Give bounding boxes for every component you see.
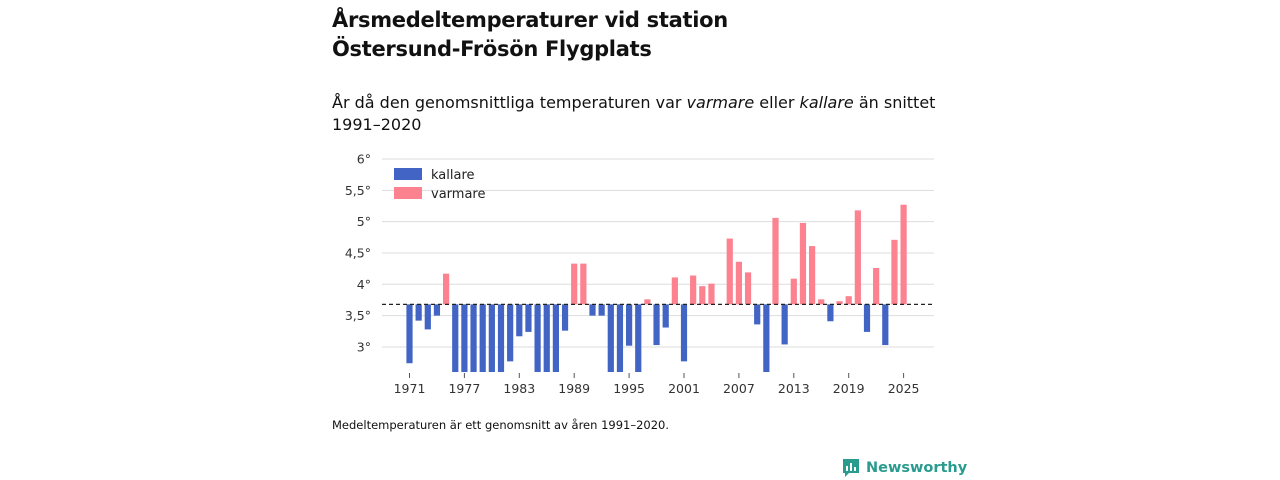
bar-1989 — [571, 263, 578, 305]
footnote: Medeltemperaturen är ett genomsnitt av å… — [332, 418, 670, 432]
newsworthy-logo-icon — [843, 459, 859, 477]
bar-2017 — [827, 304, 834, 322]
bar-2022 — [873, 268, 880, 305]
bars — [406, 204, 907, 372]
y-tick-label: 6° — [357, 152, 371, 167]
bar-1984 — [525, 304, 532, 332]
bar-2020 — [854, 210, 861, 305]
bar-2007 — [735, 261, 742, 305]
bar-1982 — [507, 304, 514, 362]
y-axis: 3° 3,5° 4° 4,5° 5° 5,5° 6° — [345, 152, 371, 355]
bar-2019 — [845, 296, 852, 305]
subtitle-text-3: än snittet 1991–2020 — [332, 93, 936, 134]
legend-label-kallare: kallare — [431, 168, 475, 183]
brand-name: Newsworthy — [866, 460, 968, 476]
y-tick-label: 5,5° — [345, 183, 371, 198]
y-tick-label: 5° — [357, 214, 371, 229]
bar-2003 — [699, 286, 706, 305]
legend-label-varmare: varmare — [431, 187, 485, 202]
bar-2015 — [809, 246, 816, 305]
bar-1971 — [406, 304, 413, 364]
bar-2004 — [708, 283, 715, 305]
bar-1977 — [461, 304, 468, 372]
bar-1980 — [488, 304, 495, 372]
bar-1985 — [534, 304, 541, 372]
bar-2025 — [900, 204, 907, 305]
bar-2014 — [799, 222, 807, 305]
subtitle-text-2: eller — [754, 93, 800, 112]
chart-title: Årsmedeltemperaturer vid station Östersu… — [332, 6, 952, 64]
bar-2009 — [754, 304, 761, 325]
bar-1999 — [662, 304, 669, 328]
legend: kallare varmare — [394, 168, 485, 202]
bar-1976 — [452, 304, 459, 372]
bar-2021 — [863, 304, 871, 332]
y-tick-label: 3,5° — [345, 308, 371, 323]
legend-swatch-kallare — [394, 168, 422, 180]
bar-2023 — [882, 304, 889, 346]
subtitle-text-1: År då den genomsnittliga temperaturen va… — [332, 93, 687, 112]
subtitle-emphasis-colder: kallare — [799, 93, 854, 112]
bar-1974 — [433, 304, 441, 316]
bar-2013 — [790, 278, 797, 305]
x-tick-label: 1971 — [394, 381, 426, 396]
bar-1983 — [516, 304, 523, 337]
bar-1992 — [598, 304, 605, 316]
y-tick-label: 4° — [357, 277, 371, 292]
bar-1979 — [479, 304, 486, 372]
chart-title-line1: Årsmedeltemperaturer vid station — [332, 8, 728, 32]
bar-2000 — [671, 277, 678, 305]
bar-1973 — [424, 304, 431, 330]
x-tick-label: 2013 — [778, 381, 810, 396]
bar-2024 — [891, 239, 898, 305]
x-tick-label: 1989 — [558, 381, 590, 396]
bar-2018 — [836, 301, 843, 305]
bar-1988 — [561, 304, 569, 331]
subtitle-emphasis-warmer: varmare — [686, 93, 755, 112]
bar-1997 — [644, 299, 651, 305]
x-axis: 1971 1977 1983 1989 1995 2001 2007 2013 2019 2025 — [394, 373, 920, 396]
bar-2002 — [690, 275, 697, 305]
bar-1995 — [626, 304, 633, 346]
bar-2011 — [772, 217, 779, 305]
x-tick-label: 1983 — [503, 381, 535, 396]
bar-2006 — [726, 238, 733, 305]
bar-2008 — [744, 272, 752, 305]
bar-1987 — [552, 304, 559, 372]
bar-2001 — [680, 304, 688, 362]
bar-1981 — [497, 304, 505, 372]
bar-1991 — [589, 304, 596, 316]
bar-1986 — [543, 304, 550, 372]
chart-subtitle: År då den genomsnittliga temperaturen va… — [332, 92, 952, 136]
x-tick-label: 2025 — [888, 381, 920, 396]
chart-title-line2: Östersund-Frösön Flygplats — [332, 37, 652, 61]
x-tick-label: 1995 — [613, 381, 645, 396]
bar-1975 — [443, 273, 450, 305]
bar-1993 — [607, 304, 614, 372]
legend-swatch-varmare — [394, 187, 422, 199]
bar-1990 — [580, 263, 587, 305]
bar-2012 — [781, 304, 788, 345]
bar-2010 — [763, 304, 770, 372]
x-tick-label: 2007 — [723, 381, 755, 396]
x-tick-label: 2019 — [833, 381, 865, 396]
bar-1998 — [653, 304, 660, 346]
y-tick-label: 4,5° — [345, 245, 371, 260]
brand-logo[interactable]: Newsworthy — [842, 458, 967, 478]
x-tick-label: 1977 — [448, 381, 480, 396]
bar-1978 — [470, 304, 477, 372]
y-tick-label: 3° — [357, 339, 371, 354]
x-tick-label: 2001 — [668, 381, 700, 396]
bar-1994 — [616, 304, 624, 372]
bar-1972 — [415, 304, 422, 321]
bar-1996 — [635, 304, 642, 372]
bar-2016 — [818, 299, 825, 305]
